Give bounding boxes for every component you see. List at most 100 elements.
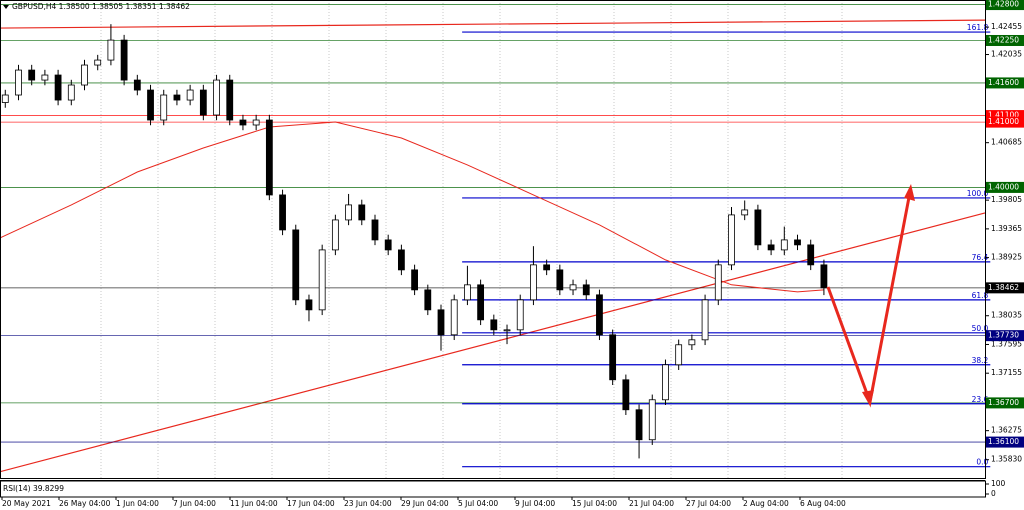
y-tick-label: 1.36275: [991, 426, 1022, 435]
candle-body: [820, 264, 828, 289]
candle-body: [424, 289, 432, 311]
level-label: 1.41600: [988, 78, 1019, 87]
level-box: [986, 282, 1024, 294]
candle-body: [794, 239, 801, 246]
y-tick-label: 1.37155: [991, 368, 1022, 377]
fib-label: 0.0: [976, 458, 988, 467]
candle-body: [582, 284, 590, 296]
candle-body: [345, 204, 352, 221]
candle-body: [292, 229, 300, 301]
candle-body: [609, 334, 617, 381]
candle-body: [807, 244, 815, 266]
candle-body: [331, 219, 339, 251]
candle-body: [81, 64, 88, 86]
fib-label: 50.0: [972, 324, 989, 333]
candle-body: [741, 209, 749, 216]
x-tick-label: 23 Jun 04:00: [344, 499, 392, 508]
arrow-head: [904, 184, 915, 201]
level-label: 1.37730: [988, 331, 1019, 340]
candle-body: [530, 264, 537, 301]
candle-body: [147, 89, 154, 121]
candle-body: [714, 264, 722, 301]
level-box: [986, 436, 1024, 448]
candle-body: [94, 59, 102, 66]
candle-body: [675, 344, 683, 366]
x-tick-label: 21 Jul 04:00: [629, 499, 674, 508]
trendline: [0, 19, 986, 29]
x-tick-label: 7 Jun 04:00: [173, 499, 216, 508]
x-tick-label: 9 Jul 04:00: [515, 499, 555, 508]
level-label: 1.41100: [988, 111, 1019, 120]
x-tick-label: 15 Jul 04:00: [572, 499, 617, 508]
candle-body: [28, 69, 36, 81]
y-tick-label: 1.39365: [991, 224, 1022, 233]
y-tick-label: 1.42455: [991, 22, 1022, 31]
level-label: 1.36100: [988, 437, 1019, 446]
level-box: [986, 397, 1024, 409]
level-box: [986, 116, 1024, 128]
candle-body: [569, 284, 577, 291]
candle-body: [490, 319, 498, 331]
level-box: [986, 181, 1024, 193]
rsi-label: RSI(14) 39.8299: [3, 484, 64, 493]
level-box: [986, 0, 1024, 11]
candle-body: [265, 119, 273, 196]
candle-body: [688, 339, 696, 346]
x-tick-label: 20 May 2021: [2, 499, 51, 508]
candle-body: [239, 119, 247, 126]
x-tick-label: 17 Jun 04:00: [287, 499, 335, 508]
x-tick-label: 1 Jun 04:00: [116, 499, 159, 508]
candle-body: [41, 74, 49, 81]
rsi-tick-label: 0: [991, 489, 996, 498]
candle-body: [252, 119, 260, 126]
candle-body: [67, 84, 75, 101]
menu-icon: [3, 5, 9, 9]
level-label: 1.42250: [988, 35, 1019, 44]
candle-body: [371, 219, 379, 241]
level-box: [986, 330, 1024, 342]
candle-body: [160, 94, 168, 121]
x-tick-label: 26 May 04:00: [59, 499, 111, 508]
level-label: 1.41000: [988, 117, 1019, 126]
candle-body: [15, 69, 22, 96]
level-label: 1.36700: [988, 398, 1019, 407]
candle-body: [556, 269, 564, 291]
x-tick-label: 2 Aug 04:00: [743, 499, 789, 508]
fib-label: 161.8: [967, 23, 989, 32]
candle-body: [450, 299, 458, 336]
candle-body: [437, 309, 445, 336]
candle-body: [358, 204, 366, 221]
candle-body: [503, 329, 511, 332]
candle-body: [728, 214, 735, 266]
y-tick-label: 1.38035: [991, 311, 1022, 320]
candle-body: [199, 89, 207, 116]
x-tick-label: 5 Jul 04:00: [458, 499, 498, 508]
candle-body: [411, 269, 418, 291]
rsi-tick-label: 100: [991, 479, 1006, 488]
level-label: 1.42800: [988, 0, 1019, 9]
candle-body: [662, 364, 669, 401]
fib-label: 23.6: [972, 395, 989, 404]
candle-body: [384, 239, 392, 251]
level-box: [986, 110, 1024, 122]
y-tick-label: 1.40685: [991, 138, 1022, 147]
candle-body: [543, 264, 551, 271]
fib-label: 61.8: [972, 291, 989, 300]
candle-body: [477, 284, 485, 321]
candle-body: [596, 294, 603, 336]
fib-label: 38.2: [972, 356, 989, 365]
y-tick-label: 1.42035: [991, 50, 1022, 59]
candle-body: [213, 79, 220, 116]
candle-body: [279, 194, 286, 231]
plot-frame: [0, 0, 986, 479]
candle-body: [186, 89, 194, 101]
level-label: 1.38462: [988, 283, 1019, 292]
candle-body: [318, 249, 326, 311]
candle-body: [133, 79, 141, 91]
x-tick-label: 6 Aug 04:00: [800, 499, 846, 508]
candle-body: [780, 239, 788, 251]
candle-body: [767, 244, 775, 251]
y-tick-label: 1.38925: [991, 253, 1022, 262]
chart-title: GBPUSD,H4 1.38500 1.38505 1.38351 1.3846…: [12, 2, 190, 11]
candle-body: [464, 284, 471, 301]
